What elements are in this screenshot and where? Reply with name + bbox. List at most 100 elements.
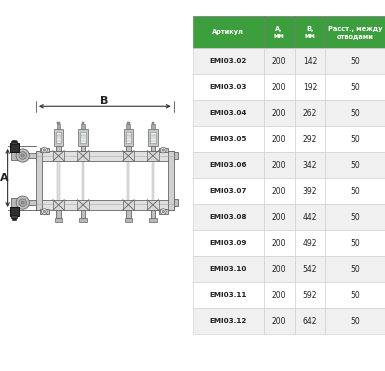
Bar — [264, 16, 295, 48]
Text: 50: 50 — [350, 161, 360, 170]
Text: 50: 50 — [350, 213, 360, 222]
Bar — [55, 217, 62, 222]
Bar — [295, 256, 325, 282]
Bar — [192, 178, 264, 204]
Bar — [36, 151, 174, 161]
Bar — [148, 129, 157, 146]
Text: 200: 200 — [272, 83, 286, 92]
Bar — [264, 282, 295, 308]
Text: EMI03.11: EMI03.11 — [209, 292, 247, 298]
Bar — [12, 141, 17, 144]
Bar — [150, 132, 156, 143]
Bar — [168, 151, 174, 210]
Text: 342: 342 — [303, 161, 317, 170]
Bar — [264, 308, 295, 334]
Circle shape — [21, 154, 24, 157]
Bar — [149, 217, 157, 222]
Text: EMI03.05: EMI03.05 — [209, 137, 247, 142]
Text: EMI03.09: EMI03.09 — [209, 240, 247, 246]
Bar — [81, 210, 85, 217]
Text: 542: 542 — [303, 265, 317, 274]
Bar — [325, 74, 385, 101]
Bar — [264, 152, 295, 178]
Text: 200: 200 — [272, 135, 286, 144]
Text: 142: 142 — [303, 57, 317, 66]
Bar — [295, 48, 325, 74]
Bar — [12, 198, 18, 207]
Circle shape — [43, 210, 45, 213]
Bar — [295, 74, 325, 101]
Bar — [127, 161, 129, 210]
Bar — [56, 146, 61, 151]
Text: EMI03.10: EMI03.10 — [209, 266, 247, 272]
Text: EMI03.02: EMI03.02 — [209, 58, 247, 65]
Text: 492: 492 — [303, 239, 317, 248]
Text: EMI03.08: EMI03.08 — [209, 214, 247, 220]
Bar — [82, 161, 84, 210]
Bar — [295, 127, 325, 152]
Bar — [325, 101, 385, 127]
Bar — [295, 230, 325, 256]
Bar — [159, 148, 168, 152]
Bar — [126, 124, 130, 129]
Bar — [325, 256, 385, 282]
Bar — [10, 207, 19, 216]
Text: 200: 200 — [272, 213, 286, 222]
Text: Расст., между
отводами: Расст., между отводами — [328, 26, 382, 39]
Circle shape — [42, 147, 47, 153]
Bar — [152, 122, 154, 124]
Bar — [40, 209, 49, 214]
Bar — [192, 127, 264, 152]
Bar — [264, 101, 295, 127]
Circle shape — [42, 209, 47, 214]
Bar — [325, 16, 385, 48]
Bar — [82, 122, 84, 124]
Circle shape — [19, 199, 27, 206]
Text: 200: 200 — [272, 265, 286, 274]
Text: 200: 200 — [272, 57, 286, 66]
Bar — [125, 217, 132, 222]
Text: 200: 200 — [272, 109, 286, 118]
Text: 50: 50 — [350, 109, 360, 118]
Bar — [264, 48, 295, 74]
Text: 50: 50 — [350, 83, 360, 92]
Bar — [151, 124, 155, 129]
Bar — [147, 200, 159, 210]
Bar — [295, 204, 325, 230]
Bar — [264, 178, 295, 204]
Bar — [36, 200, 174, 210]
Bar — [12, 217, 16, 220]
Circle shape — [161, 147, 166, 153]
Bar — [174, 151, 178, 159]
Bar — [57, 161, 60, 210]
Text: 200: 200 — [272, 161, 286, 170]
Bar — [295, 152, 325, 178]
Bar — [53, 151, 64, 161]
Bar — [325, 127, 385, 152]
Text: EMI03.06: EMI03.06 — [209, 162, 247, 168]
Text: 200: 200 — [272, 187, 286, 196]
Bar — [57, 122, 60, 124]
Bar — [79, 129, 88, 146]
Bar — [126, 132, 131, 143]
Text: 50: 50 — [350, 291, 360, 300]
Bar — [36, 151, 42, 210]
Text: EMI03.03: EMI03.03 — [209, 84, 247, 91]
Bar — [264, 256, 295, 282]
Bar — [325, 282, 385, 308]
Bar — [325, 204, 385, 230]
Bar — [325, 178, 385, 204]
Text: В,
мм: В, мм — [305, 26, 315, 39]
Bar — [79, 217, 87, 222]
Bar — [192, 152, 264, 178]
Bar — [12, 215, 17, 217]
Text: 50: 50 — [350, 317, 360, 326]
Bar — [192, 101, 264, 127]
Bar — [192, 74, 264, 101]
Bar — [126, 210, 131, 217]
Bar — [192, 48, 264, 74]
Bar — [295, 16, 325, 48]
Circle shape — [43, 149, 45, 151]
Text: 262: 262 — [303, 109, 317, 118]
Bar — [192, 308, 264, 334]
